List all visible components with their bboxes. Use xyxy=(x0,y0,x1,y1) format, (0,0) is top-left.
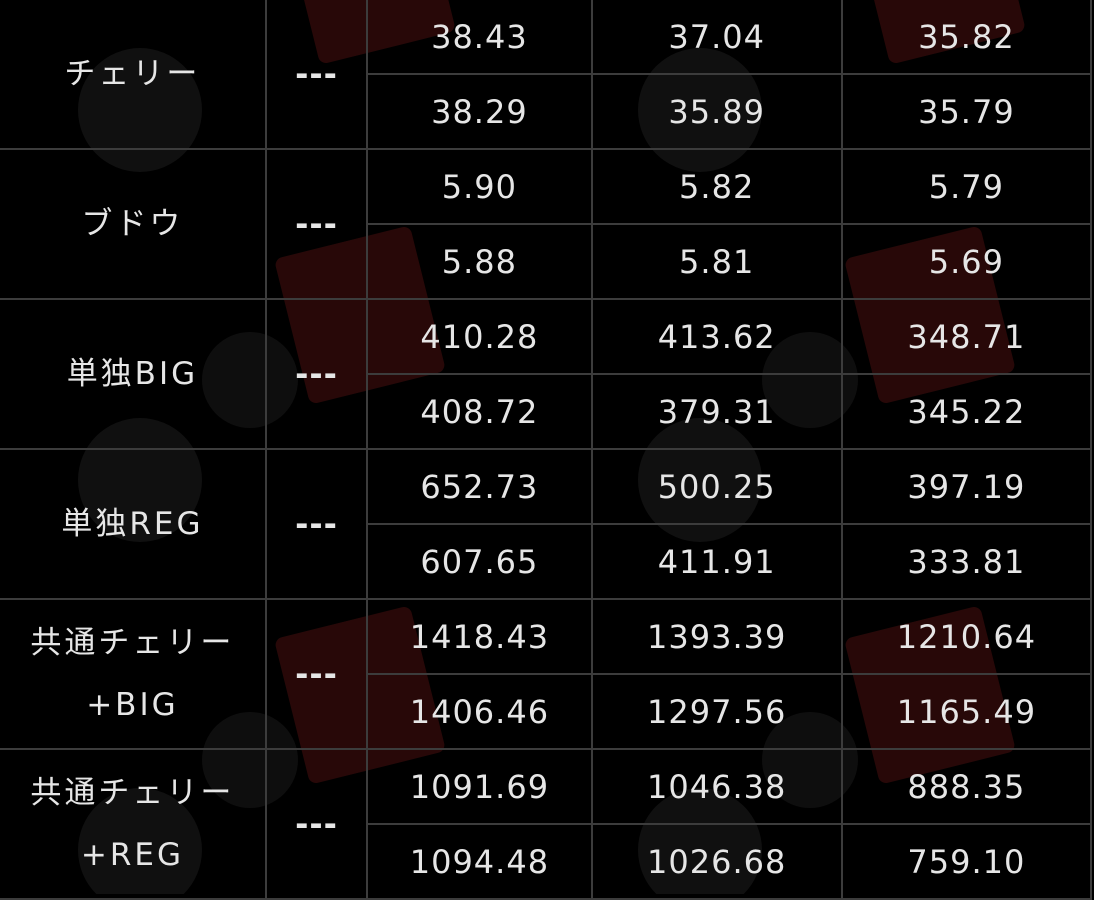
row-label-line: 単独REG xyxy=(61,506,204,542)
table-cell: 1091.69 xyxy=(366,748,593,825)
row-label: ブドウ xyxy=(0,148,267,300)
table-row: 単独BIG --- 410.28 413.62 348.71 xyxy=(0,298,1093,450)
row-label: 共通チェリー +BIG xyxy=(0,598,267,750)
table-cell: 500.25 xyxy=(590,448,843,525)
row-mark: --- xyxy=(264,448,369,600)
table-cell: 652.73 xyxy=(366,448,593,525)
table-cell: 5.90 xyxy=(366,148,593,225)
row-mark: --- xyxy=(264,298,369,450)
table-cell: 5.69 xyxy=(840,223,1093,300)
table-cell: 1406.46 xyxy=(366,673,593,750)
table-row: チェリー --- 38.43 37.04 35.82 xyxy=(0,0,1093,150)
row-label-line: +REG xyxy=(80,837,184,873)
row-label-line: 共通チェリー xyxy=(30,775,235,811)
row-label: 共通チェリー +REG xyxy=(0,748,267,900)
table-row: 共通チェリー +BIG --- 1418.43 1393.39 1210.64 xyxy=(0,598,1093,750)
table-cell: 411.91 xyxy=(590,523,843,600)
table-row: 共通チェリー +REG --- 1091.69 1046.38 888.35 xyxy=(0,748,1093,900)
table-cell: 408.72 xyxy=(366,373,593,450)
table-cell: 5.82 xyxy=(590,148,843,225)
row-label: 単独REG xyxy=(0,448,267,600)
table-cell: 1210.64 xyxy=(840,598,1093,675)
table-cell: 333.81 xyxy=(840,523,1093,600)
table-cell: 1393.39 xyxy=(590,598,843,675)
row-label-line: ブドウ xyxy=(81,206,184,242)
row-label-line: 単独BIG xyxy=(66,356,199,392)
row-label: チェリー xyxy=(0,0,267,150)
row-label-line: +BIG xyxy=(86,687,179,723)
table-cell: 348.71 xyxy=(840,298,1093,375)
table-cell: 1165.49 xyxy=(840,673,1093,750)
table-cell: 5.88 xyxy=(366,223,593,300)
row-mark: --- xyxy=(264,598,369,750)
table-cell: 1094.48 xyxy=(366,823,593,900)
table-cell: 5.81 xyxy=(590,223,843,300)
table-cell: 410.28 xyxy=(366,298,593,375)
table-cell: 607.65 xyxy=(366,523,593,600)
table-cell: 1026.68 xyxy=(590,823,843,900)
table-cell: 38.29 xyxy=(366,73,593,150)
table-cell: 1418.43 xyxy=(366,598,593,675)
table-row: 単独REG --- 652.73 500.25 397.19 xyxy=(0,448,1093,600)
table-cell: 1297.56 xyxy=(590,673,843,750)
row-label: 単独BIG xyxy=(0,298,267,450)
table-cell: 35.79 xyxy=(840,73,1093,150)
table-cell: 35.82 xyxy=(840,0,1093,75)
table-cell: 413.62 xyxy=(590,298,843,375)
table-cell: 38.43 xyxy=(366,0,593,75)
table-cell: 379.31 xyxy=(590,373,843,450)
table-cell: 759.10 xyxy=(840,823,1093,900)
table-cell: 345.22 xyxy=(840,373,1093,450)
table-cell: 35.89 xyxy=(590,73,843,150)
row-label-line: 共通チェリー xyxy=(30,625,235,661)
row-mark: --- xyxy=(264,748,369,900)
table-cell: 37.04 xyxy=(590,0,843,75)
table-row: ブドウ --- 5.90 5.82 5.79 xyxy=(0,148,1093,300)
row-mark: --- xyxy=(264,148,369,300)
table-cell: 5.79 xyxy=(840,148,1093,225)
row-mark: --- xyxy=(264,0,369,150)
row-label-line: チェリー xyxy=(64,56,201,92)
table-cell: 888.35 xyxy=(840,748,1093,825)
table-cell: 1046.38 xyxy=(590,748,843,825)
table-cell: 397.19 xyxy=(840,448,1093,525)
